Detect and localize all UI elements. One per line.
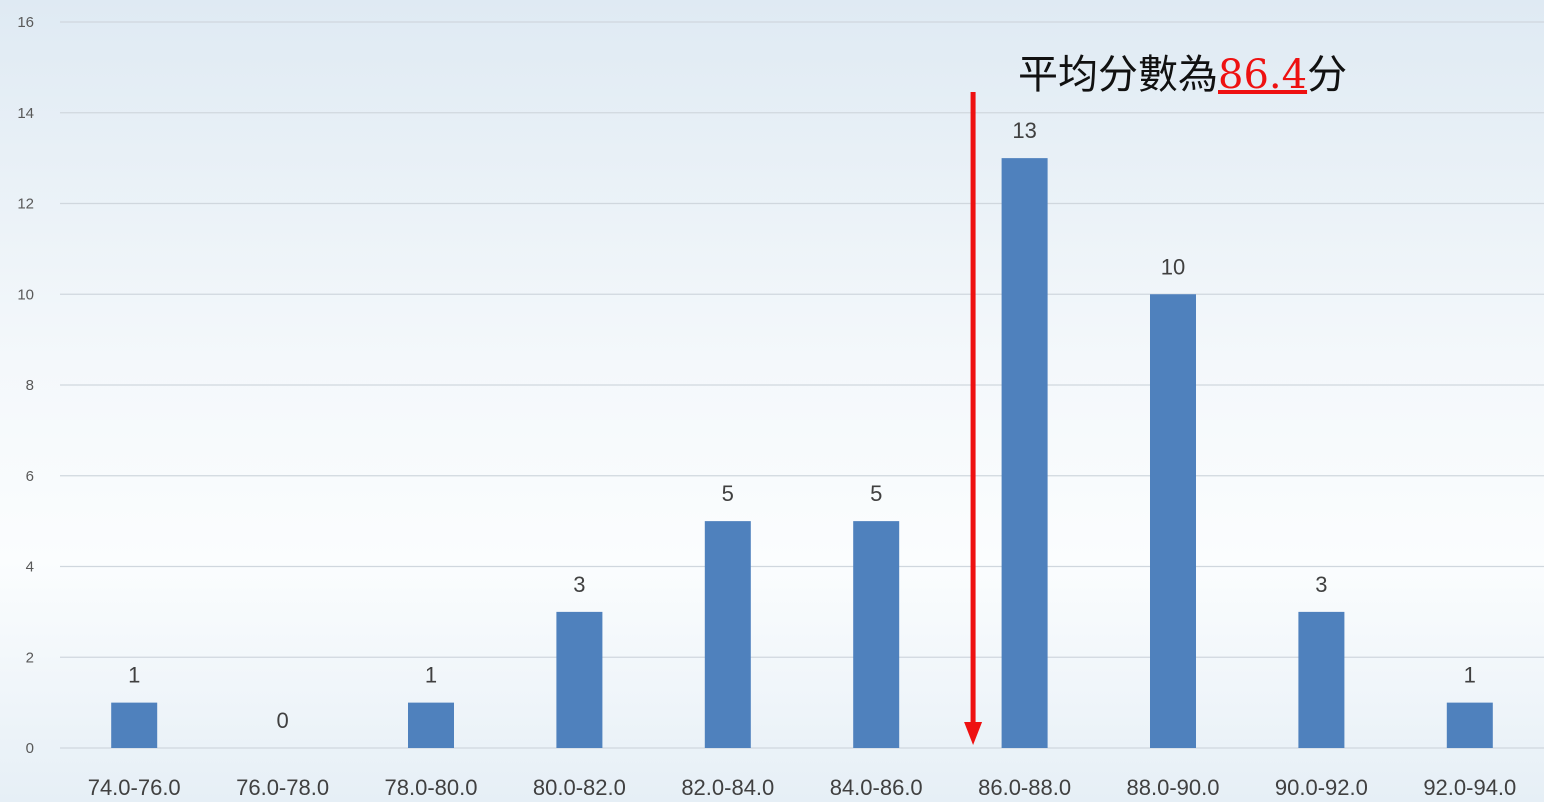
data-label: 1 bbox=[425, 663, 437, 688]
bar bbox=[1446, 702, 1493, 748]
x-axis-ticks: 74.0-76.0 76.0-78.0 78.0-80.0 80.0-82.0 82.0… bbox=[88, 775, 1517, 800]
mean-annotation-prefix: 平均分數為 bbox=[1018, 52, 1218, 98]
y-tick-label: 0 bbox=[26, 740, 34, 757]
data-label: 13 bbox=[1012, 118, 1036, 143]
bar bbox=[407, 702, 455, 748]
y-tick-label: 16 bbox=[17, 14, 34, 31]
x-tick-label: 84.0-86.0 bbox=[830, 775, 923, 800]
data-label: 3 bbox=[1315, 572, 1327, 597]
y-tick-label: 12 bbox=[17, 196, 34, 213]
bar bbox=[111, 702, 158, 748]
x-tick-label: 88.0-90.0 bbox=[1127, 775, 1220, 800]
bar bbox=[1298, 611, 1345, 748]
y-tick-label: 4 bbox=[26, 559, 34, 576]
data-label: 5 bbox=[722, 481, 734, 506]
data-label: 3 bbox=[573, 572, 585, 597]
bar bbox=[1149, 294, 1197, 748]
x-tick-label: 80.0-82.0 bbox=[533, 775, 626, 800]
mean-annotation-value: 86.4 bbox=[1218, 52, 1307, 98]
y-axis-ticks: 0 2 4 6 8 10 12 14 16 bbox=[17, 14, 34, 757]
data-label: 1 bbox=[1464, 663, 1476, 688]
mean-arrow-head bbox=[964, 722, 983, 745]
gridlines bbox=[60, 21, 1544, 749]
y-tick-label: 8 bbox=[26, 377, 34, 394]
y-tick-label: 6 bbox=[26, 468, 34, 485]
y-tick-label: 14 bbox=[17, 105, 34, 122]
x-tick-label: 92.0-94.0 bbox=[1423, 775, 1516, 800]
x-tick-label: 78.0-80.0 bbox=[385, 775, 478, 800]
x-tick-label: 76.0-78.0 bbox=[236, 775, 329, 800]
mean-annotation-text: 平均分數為86.4分 bbox=[1018, 52, 1347, 98]
x-tick-label: 82.0-84.0 bbox=[681, 775, 774, 800]
y-tick-label: 2 bbox=[26, 649, 34, 666]
bar bbox=[853, 521, 900, 748]
mean-annotation-suffix: 分 bbox=[1307, 52, 1347, 98]
data-label: 10 bbox=[1161, 254, 1185, 279]
x-tick-label: 86.0-88.0 bbox=[978, 775, 1071, 800]
bar bbox=[704, 521, 751, 748]
mean-annotation: 平均分數為86.4分 bbox=[964, 52, 1347, 745]
bar bbox=[1001, 158, 1048, 748]
data-label: 0 bbox=[276, 708, 288, 733]
x-tick-label: 74.0-76.0 bbox=[88, 775, 181, 800]
bar bbox=[556, 611, 603, 748]
bars bbox=[111, 158, 1493, 748]
data-label: 1 bbox=[128, 663, 140, 688]
data-label: 5 bbox=[870, 481, 882, 506]
y-tick-label: 10 bbox=[17, 286, 34, 303]
x-tick-label: 90.0-92.0 bbox=[1275, 775, 1368, 800]
